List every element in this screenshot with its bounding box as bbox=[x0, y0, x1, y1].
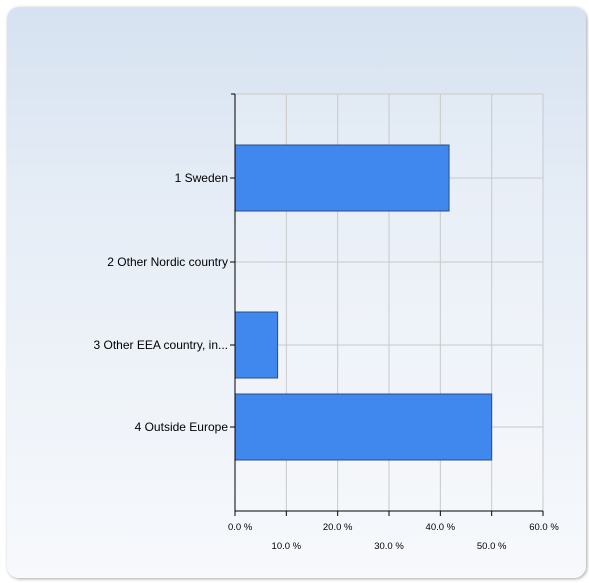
x-tick-label: 30.0 % bbox=[374, 541, 404, 552]
x-tick-label: 40.0 % bbox=[426, 522, 456, 533]
x-tick-label: 60.0 % bbox=[529, 522, 559, 533]
x-tick-label: 10.0 % bbox=[272, 541, 302, 552]
chart-panel bbox=[7, 7, 586, 578]
x-tick-label: 20.0 % bbox=[323, 522, 353, 533]
category-label: 1 Sweden bbox=[175, 171, 228, 185]
bars bbox=[234, 144, 493, 461]
x-tick-label: 50.0 % bbox=[477, 541, 507, 552]
axis-labels: 1 Sweden 2 Other Nordic country 3 Other EE… bbox=[93, 171, 559, 552]
category-label: 2 Other Nordic country bbox=[107, 255, 228, 269]
axes bbox=[230, 93, 544, 516]
category-label: 4 Outside Europe bbox=[135, 420, 229, 434]
bar bbox=[234, 311, 279, 379]
bar bbox=[234, 144, 450, 212]
bar bbox=[234, 393, 493, 461]
x-tick-label: 0.0 % bbox=[228, 522, 253, 533]
category-label: 3 Other EEA country, in... bbox=[93, 338, 228, 352]
